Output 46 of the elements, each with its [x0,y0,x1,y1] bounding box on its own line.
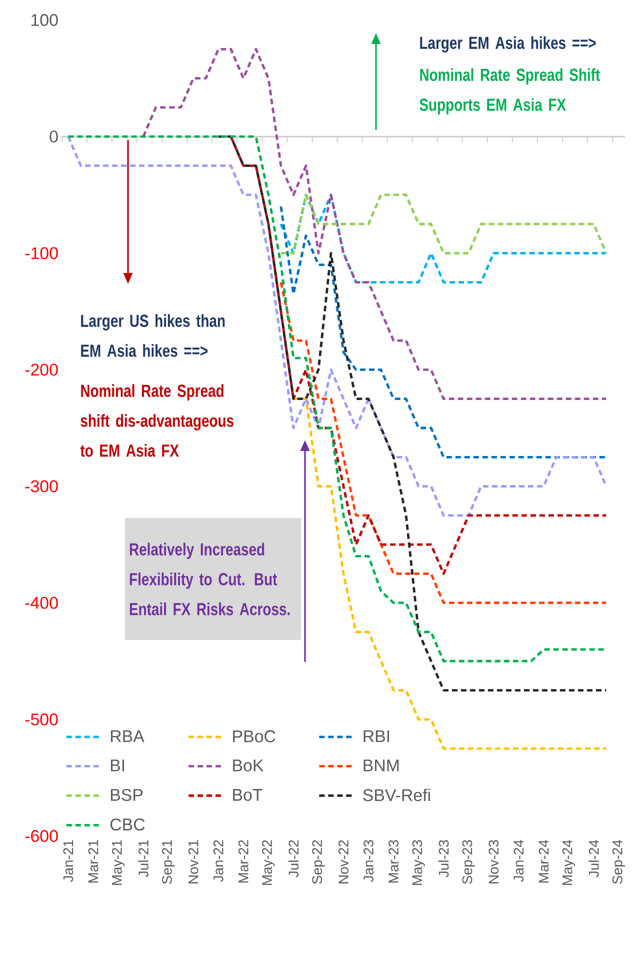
x-tick-label: Jul-23 [438,840,449,878]
y-tick-label: -200 [25,364,58,376]
y-tick-label: 100 [31,14,58,26]
x-tick-label: Jul-21 [138,840,148,878]
x-tick-label: Jan-24 [514,840,524,882]
x-tick-label: Sep-24 [612,840,625,884]
y-tick-label: -500 [25,713,58,726]
x-tick-label: Nov-21 [188,840,198,884]
y-tick-label: -600 [25,830,58,842]
legend-label: BI [110,760,124,772]
x-tick-label: Sep-21 [162,840,175,884]
x-tick-label: Jul-24 [588,840,599,878]
x-tick-label: Mar-22 [238,840,248,883]
legend-label: RBI [364,730,389,742]
y-tick-label: -300 [25,480,58,492]
legend-label: BNM [364,760,398,772]
x-tick-label: Jan-21 [63,840,74,882]
x-tick-label: Sep-22 [312,840,325,884]
annotation: Larger EM Asia hikes ==> [420,36,596,53]
x-tick-label: Mar-21 [88,840,98,883]
legend-label: RBA [110,730,144,742]
legend-label: BoT [233,789,262,801]
legend-label: BoK [233,760,264,772]
x-tick-label: Sep-23 [462,840,475,884]
x-tick-label: Nov-22 [338,840,348,884]
annotation: Relatively Increased Flexibility to Cut. But Entail FX Risks Across. [130,542,290,616]
legend-label: SBV-Refi [363,788,430,802]
y-tick-label: 0 [50,130,58,143]
annotation: Larger US hikes than EM Asia hikes ==> [81,314,225,357]
x-tick-label: May-22 [262,840,275,885]
annotation: Nominal Rate Spread Shift Supports EM Asia FX [420,68,600,114]
x-tick-label: Mar-23 [388,840,398,883]
y-tick-label: -400 [25,596,58,609]
x-tick-label: May-21 [112,840,125,885]
x-tick-label: Nov-23 [488,840,498,884]
x-tick-label: Jan-23 [363,840,374,882]
x-tick-label: Jul-22 [288,840,298,878]
legend-label: PBoC [233,730,276,742]
y-tick-label: -100 [25,247,58,260]
x-tick-label: Mar-24 [538,840,549,883]
annotation: Nominal Rate Spread shift dis-advantageous to EM Asia FX [80,384,234,457]
x-tick-label: Jan-22 [213,840,224,882]
legend-label: CBC [110,818,145,830]
x-tick-label: May-23 [412,840,425,885]
legend-label: BSP [110,788,142,801]
x-tick-label: May-24 [562,840,575,885]
